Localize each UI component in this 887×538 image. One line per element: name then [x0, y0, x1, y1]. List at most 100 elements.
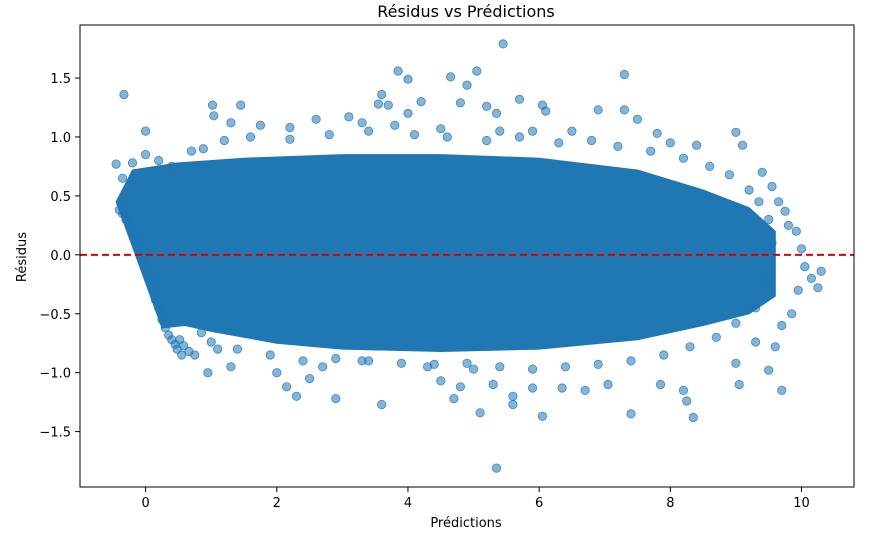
outlier-point [567, 126, 577, 136]
scatter-point [154, 303, 164, 313]
outlier-point [311, 114, 321, 124]
outlier-point [482, 101, 492, 111]
scatter-point [127, 229, 138, 239]
outlier-point [787, 309, 797, 319]
scatter-point [298, 356, 308, 366]
x-tick-label: 0 [141, 496, 149, 511]
outlier-point [777, 320, 787, 331]
outlier-point [770, 342, 780, 352]
scatter-point [147, 283, 157, 293]
scatter-point [196, 327, 206, 338]
x-tick-label: 2 [273, 496, 281, 511]
plot-frame [79, 24, 855, 488]
scatter-point [157, 314, 167, 325]
y-tick-label: 1.5 [50, 72, 71, 87]
y-tick-label: −1.5 [39, 426, 71, 441]
outlier-point [603, 379, 613, 390]
outlier-point [255, 120, 265, 130]
outlier-point [491, 108, 502, 119]
scatter-point [767, 238, 777, 248]
outlier-point [357, 118, 367, 128]
outlier-point [226, 362, 236, 372]
outlier-point [734, 379, 744, 390]
scatter-point [363, 126, 374, 136]
outlier-point [198, 144, 208, 154]
scatter-point [482, 135, 492, 146]
outlier-point [304, 373, 315, 384]
outlier-point [691, 140, 702, 150]
outlier-point [416, 97, 426, 107]
outlier-point [777, 385, 787, 395]
scatter-point [144, 271, 154, 281]
outlier-point [207, 100, 218, 110]
scatter-point [744, 185, 754, 195]
scatter-point [177, 350, 187, 360]
outlier-point [462, 80, 472, 90]
outlier-point [291, 391, 302, 401]
outlier-point [527, 383, 538, 393]
scatter-point [705, 161, 715, 171]
outlier-point [285, 122, 295, 133]
outlier-point [318, 362, 328, 372]
outlier-point [357, 356, 367, 366]
scatter-point [285, 134, 295, 144]
y-axis-label: Résidus [15, 232, 30, 282]
outlier-point [665, 138, 675, 148]
outlier-point [209, 111, 219, 121]
scatter-point [186, 146, 197, 156]
outlier-point [652, 128, 662, 138]
scatter-point [593, 359, 603, 369]
outlier-point [272, 368, 282, 378]
outlier-point [764, 365, 774, 375]
scatter-point [396, 358, 406, 368]
outlier-point [508, 391, 518, 401]
scatter-point [141, 261, 151, 272]
outlier-point [403, 74, 413, 84]
outlier-point [541, 106, 551, 116]
outlier-point [655, 379, 666, 390]
outlier-point [281, 382, 292, 392]
outlier-point [141, 126, 151, 136]
outlier-point [791, 226, 801, 236]
outlier-point [390, 120, 400, 130]
scatter-point [554, 138, 564, 148]
scatter-point [206, 337, 216, 347]
outlier-point [491, 463, 502, 473]
outlier-point [190, 350, 200, 360]
scatter-point [462, 358, 472, 368]
scatter-point [613, 141, 623, 151]
outlier-point [767, 181, 777, 192]
outlier-point [731, 127, 741, 137]
outlier-point [436, 124, 446, 134]
outlier-point [580, 385, 590, 395]
outlier-point [472, 66, 482, 76]
outlier-point [468, 364, 479, 374]
outlier-point [682, 396, 692, 406]
scatter-point [750, 303, 761, 313]
scatter-point [764, 214, 774, 225]
outlier-point [688, 412, 698, 423]
scatter-point [514, 132, 525, 142]
outlier-point [393, 66, 403, 76]
scatter-point [409, 130, 420, 140]
scatter-point [495, 362, 505, 372]
outlier-point [773, 197, 784, 207]
outlier-point [403, 108, 413, 119]
scatter-point [442, 132, 452, 142]
outlier-point [757, 167, 767, 177]
outlier-point [731, 358, 741, 368]
x-axis-ticks: 0 2 4 6 8 10 [141, 487, 810, 511]
outlier-point [796, 244, 807, 254]
outlier-point [331, 393, 341, 404]
outlier-point [678, 385, 689, 395]
scatter-point [154, 155, 164, 166]
outlier-point [449, 393, 459, 404]
scatter-point [179, 340, 189, 351]
scatter-point [685, 342, 695, 352]
y-tick-label: 0.0 [50, 249, 71, 264]
scatter-point [659, 350, 669, 360]
outlier-point [619, 105, 630, 115]
outlier-point [514, 94, 525, 104]
outlier-point [800, 261, 810, 272]
outlier-point [557, 383, 567, 393]
